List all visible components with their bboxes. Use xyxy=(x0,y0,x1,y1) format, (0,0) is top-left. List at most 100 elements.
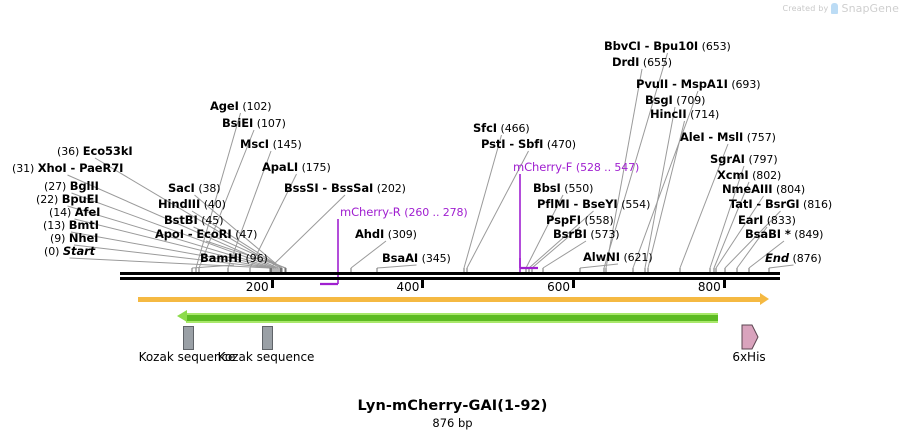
restriction-enzyme-name: BsaBI * xyxy=(745,227,791,241)
restriction-enzyme-name: PflMI xyxy=(537,197,570,211)
restriction-site-label[interactable]: (36) Eco53kI xyxy=(57,144,133,159)
restriction-site-label[interactable]: (9) NheI xyxy=(50,232,98,246)
restriction-enzyme-name: HincII xyxy=(650,107,687,121)
his-tag-arrow-icon xyxy=(741,324,759,350)
kozak-sequence-feature[interactable] xyxy=(183,326,194,350)
restriction-site-position: (47) xyxy=(235,228,258,241)
restriction-site-label[interactable]: BsaAI (345) xyxy=(382,252,451,266)
restriction-enzyme-name: AlwNI xyxy=(583,250,620,264)
restriction-site-label[interactable]: End (876) xyxy=(765,252,822,266)
restriction-enzyme-name: BsgI xyxy=(645,93,673,107)
orange-feature-arrowhead-icon xyxy=(760,293,769,305)
restriction-enzyme-name: BstBI xyxy=(164,213,198,227)
restriction-site-label[interactable]: (27) BglII xyxy=(44,180,99,194)
restriction-enzyme-name: Eco53kI xyxy=(82,144,133,158)
restriction-enzyme-name: BbsI xyxy=(533,181,561,195)
restriction-site-label[interactable]: SgrAI (797) xyxy=(710,153,778,167)
restriction-site-label[interactable]: BstBI (45) xyxy=(164,213,224,228)
restriction-site-label[interactable]: ApoI - EcoRI (47) xyxy=(155,228,258,242)
restriction-site-label[interactable]: EarI (833) xyxy=(738,214,796,228)
his-tag-label: 6xHis xyxy=(732,350,766,364)
snapgene-logo-icon xyxy=(831,3,839,14)
restriction-site-label[interactable]: BsiEI (107) xyxy=(222,116,286,131)
restriction-site-label[interactable]: BbsI (550) xyxy=(533,181,594,196)
restriction-enzyme-name: PvuII xyxy=(636,77,669,91)
restriction-site-label[interactable]: AleI - MslI (757) xyxy=(680,130,776,145)
primer-label[interactable]: mCherry-F (528 .. 547) xyxy=(513,160,639,175)
restriction-site-label[interactable]: BsrBI (573) xyxy=(553,228,620,242)
restriction-site-label[interactable]: PvuII - MspA1I (693) xyxy=(636,77,761,92)
restriction-site-label[interactable]: PspFI (558) xyxy=(546,213,614,228)
restriction-site-position: (573) xyxy=(590,228,620,241)
restriction-enzyme-name: PspFI xyxy=(546,213,581,227)
restriction-site-position: (38) xyxy=(198,182,221,195)
restriction-site-position: (833) xyxy=(766,214,796,227)
restriction-enzyme-name: BsiEI xyxy=(222,116,254,130)
restriction-site-position: (714) xyxy=(690,108,720,121)
restriction-site-label[interactable]: (22) BpuEI xyxy=(36,192,99,207)
restriction-site-position: (202) xyxy=(376,182,406,195)
restriction-enzyme-name: BmtI xyxy=(68,218,99,232)
restriction-site-position: (550) xyxy=(564,182,594,195)
restriction-site-position: (9) xyxy=(50,232,66,245)
restriction-enzyme-name: DrdI xyxy=(612,55,640,69)
restriction-site-label[interactable]: (13) BmtI xyxy=(43,218,99,233)
restriction-site-position: (558) xyxy=(584,214,614,227)
restriction-site-label[interactable]: ApaLI (175) xyxy=(262,161,331,175)
restriction-site-label[interactable]: HincII (714) xyxy=(650,107,720,122)
restriction-site-label[interactable]: DrdI (655) xyxy=(612,55,672,70)
enzyme-separator: - xyxy=(704,130,718,144)
restriction-enzyme-name: Bpu10I xyxy=(653,39,699,53)
primer-name: mCherry-R xyxy=(340,205,401,219)
restriction-site-label[interactable]: BsaBI * (849) xyxy=(745,227,824,242)
restriction-enzyme-name: AleI xyxy=(680,130,705,144)
restriction-site-label[interactable]: PstI - SbfI (470) xyxy=(481,137,576,152)
restriction-enzyme-name: BssSaI xyxy=(331,181,374,195)
restriction-site-label[interactable]: BbvCI - Bpu10I (653) xyxy=(604,39,731,54)
kozak-sequence-feature[interactable] xyxy=(262,326,273,350)
restriction-enzyme-name: BamHI xyxy=(200,251,242,265)
orange-feature-bar[interactable] xyxy=(138,297,760,302)
restriction-site-label[interactable]: PflMI - BseYI (554) xyxy=(537,197,650,212)
sequence-backbone-line-bottom xyxy=(120,277,780,280)
restriction-site-position: (107) xyxy=(256,117,286,130)
restriction-site-label[interactable]: SfcI (466) xyxy=(473,121,530,136)
restriction-site-position: (96) xyxy=(245,252,268,265)
restriction-site-label[interactable]: NmeAIII (804) xyxy=(722,182,805,197)
restriction-site-position: (45) xyxy=(201,214,224,227)
restriction-site-label[interactable]: (0) Start xyxy=(44,245,95,259)
restriction-site-label[interactable]: AgeI (102) xyxy=(210,100,272,114)
restriction-enzyme-name: SfcI xyxy=(473,121,497,135)
restriction-site-position: (655) xyxy=(642,56,672,69)
ruler-tick xyxy=(722,280,726,288)
restriction-site-label[interactable]: SacI (38) xyxy=(168,182,221,196)
restriction-site-label[interactable]: AhdI (309) xyxy=(355,228,417,242)
restriction-site-label[interactable]: HindIII (40) xyxy=(158,197,226,212)
restriction-site-position: (876) xyxy=(792,252,822,265)
restriction-site-position: (309) xyxy=(387,228,417,241)
enzyme-separator: - xyxy=(505,137,518,151)
restriction-enzyme-name: NmeAIII xyxy=(722,182,773,196)
primer-name: mCherry-F xyxy=(513,160,573,174)
restriction-site-position: (849) xyxy=(794,228,824,241)
restriction-site-label[interactable]: TatI - BsrGI (816) xyxy=(729,198,832,212)
restriction-site-label[interactable]: AlwNI (621) xyxy=(583,250,653,265)
restriction-site-position: (757) xyxy=(746,131,776,144)
restriction-enzyme-name: HindIII xyxy=(158,197,201,211)
green-feature-bar[interactable] xyxy=(186,313,718,323)
restriction-site-position: (797) xyxy=(748,153,778,166)
restriction-site-label[interactable]: XcmI (802) xyxy=(717,169,781,183)
restriction-enzyme-name: BpuEI xyxy=(61,192,99,206)
restriction-site-label[interactable]: BsgI (709) xyxy=(645,93,705,108)
restriction-site-label[interactable]: (14) AfeI xyxy=(49,206,100,220)
restriction-site-position: (102) xyxy=(242,100,272,113)
restriction-site-label[interactable]: MscI (145) xyxy=(240,138,302,152)
restriction-site-position: (345) xyxy=(421,252,451,265)
restriction-site-label[interactable]: BamHI (96) xyxy=(200,251,268,266)
primer-label[interactable]: mCherry-R (260 .. 278) xyxy=(340,205,468,220)
restriction-site-label[interactable]: (31) XhoI - PaeR7I xyxy=(12,162,123,176)
restriction-site-label[interactable]: BssSI - BssSaI (202) xyxy=(284,181,406,196)
ruler-tick-label: 400 xyxy=(396,280,420,294)
restriction-site-position: (40) xyxy=(203,198,226,211)
ruler-tick xyxy=(421,280,425,288)
